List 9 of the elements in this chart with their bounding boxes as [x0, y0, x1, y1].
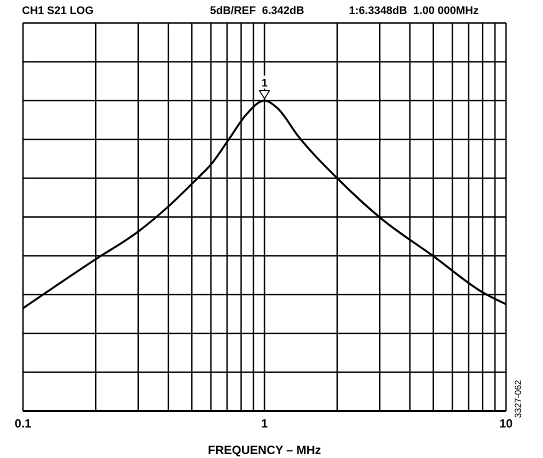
- x-tick-label: 1: [261, 416, 268, 431]
- x-axis-title: FREQUENCY – MHz: [208, 443, 322, 457]
- text: 1:6.3348dB 1.00 000MHz: [349, 5, 479, 17]
- text: CH1 S21 LOG: [22, 5, 94, 17]
- annotation: 1: [261, 78, 268, 90]
- text: 3327-062: [513, 380, 523, 418]
- x-tick-label: 10: [499, 416, 513, 431]
- text: 5dB/REF 6.342dB: [210, 5, 304, 17]
- x-tick-label: 0.1: [14, 416, 32, 431]
